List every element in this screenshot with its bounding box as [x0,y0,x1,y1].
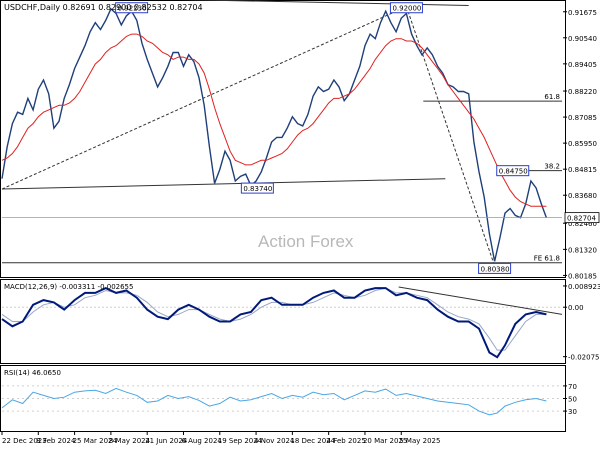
rsi-tick-label: 30 [568,408,577,416]
moving-average-series [1,33,547,207]
trendline [1,178,446,190]
time-tick-label: 8 Feb 2024 [36,437,76,445]
price-tick-label: 0.84815 [568,166,597,174]
price-series [1,7,548,262]
price-tick-label: 0.88220 [568,88,597,96]
annotation-box [496,165,530,177]
time-tick-label: 4 Nov 2024 [254,437,295,445]
price-tick-label: 0.85950 [568,140,597,148]
time-tick-label: 20 Mar 2025 [363,437,407,445]
price-tick-label: 0.80185 [568,272,597,280]
price-tick-label: 0.81320 [568,246,597,254]
trendline [1,6,407,190]
macd-line [1,286,547,359]
annotation-box [478,262,512,274]
macd-axis: 0.008923 0.00 -0.020759 [2,283,600,362]
macd-panel-frame [0,279,566,364]
time-tick-label: 18 Dec 2024 [290,437,335,445]
price-tick-label: 0.87085 [568,114,597,122]
level-label: FE 61.8 [534,255,560,263]
chart-title: USDCHF,Daily 0.82691 0.82900 0.82532 0.8… [4,3,203,12]
time-tick-label: 8 May 2024 [109,437,151,445]
rsi-series [1,387,547,416]
macd-tick-label: 0.00 [568,304,584,312]
price-line [1,7,548,262]
last-price-label: 0.82704 [567,215,596,223]
price-axis: 0.928100.916750.905400.894050.882200.870… [563,9,597,280]
level-labels: 61.8 38.2 FE 61.8 [534,93,560,263]
price-tick-label: 0.90540 [568,35,597,43]
watermark: Action Forex [258,232,354,251]
annotation-box [240,182,274,194]
time-tick-label: 4 Feb 2025 [327,437,366,445]
last-price-marker: 0.82704 [2,212,600,224]
trendline [405,6,496,267]
macd-tick-label: 0.008923 [568,283,600,291]
annotation-label: 0.92230 [118,5,147,13]
rsi-tick-label: 70 [568,383,577,391]
time-tick-label: 25 Mar 2024 [73,437,118,445]
macd-series [1,286,563,359]
time-tick-label: 5 May 2025 [399,437,440,445]
moving-average-line [1,33,547,207]
macd-trendline [398,286,563,315]
level-label: 61.8 [544,93,560,101]
price-tick-label: 0.89405 [568,61,597,69]
time-tick-label: 6 Aug 2024 [181,437,222,445]
annotation-label: 0.83740 [243,185,272,193]
annotation-box [115,2,149,14]
annotation-box [389,2,423,14]
annotation-label: 0.84750 [499,168,528,176]
price-tick-label: 0.82460 [568,220,597,228]
time-tick-label: 21 Jun 2024 [145,437,188,445]
macd-tick-label: -0.020759 [568,354,600,362]
level-label: 38.2 [544,163,560,171]
annotation-label: 0.92000 [392,5,421,13]
rsi-line [1,387,547,416]
last-price-box [564,212,600,224]
price-annotations: 0.92230 0.92000 0.83740 0.84750 0.80380 [115,2,530,274]
annotation-label: 0.80380 [481,265,510,273]
time-tick-label: 22 Dec 2023 [2,437,47,445]
price-tick-label: 0.83680 [568,192,597,200]
rsi-tick-label: 50 [568,396,577,404]
macd-label: MACD(12,26,9) -0.003311 -0.002655 [4,283,133,291]
price-tick-label: 0.91675 [568,9,597,17]
rsi-label: RSI(14) 46.0650 [4,369,61,377]
time-tick-label: 19 Sep 2024 [218,437,263,445]
price-panel-frame [0,0,566,278]
